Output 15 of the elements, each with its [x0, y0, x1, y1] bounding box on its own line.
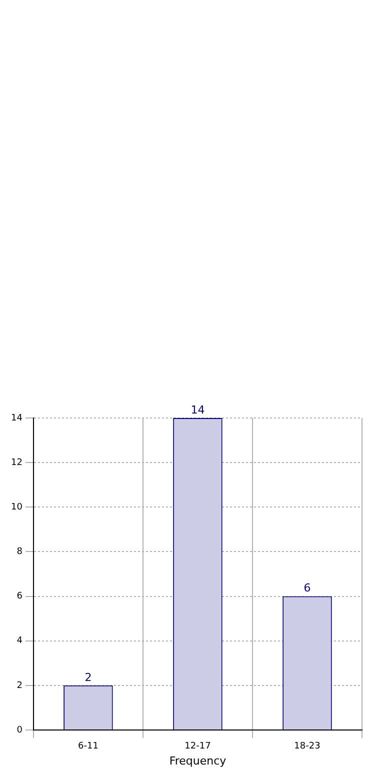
x-tick-label: 12-17 — [184, 742, 211, 752]
y-tick-label: 4 — [16, 636, 23, 646]
y-tick-label: 12 — [11, 458, 22, 468]
data-label: 14 — [190, 403, 205, 416]
y-tick-label: 6 — [16, 592, 23, 602]
y-tick-label: 10 — [11, 502, 23, 512]
x-tick-label: 18-23 — [294, 742, 320, 752]
x-tick-label: 6-11 — [78, 742, 98, 752]
y-tick-label: 0 — [16, 725, 23, 736]
y-tick-label: 8 — [16, 547, 23, 558]
data-label: 2 — [84, 670, 92, 684]
data-label: 6 — [304, 582, 311, 595]
x-axis-title: Frequency — [169, 754, 227, 768]
y-tick-label: 2 — [16, 680, 22, 691]
y-tick-label: 14 — [11, 413, 23, 424]
